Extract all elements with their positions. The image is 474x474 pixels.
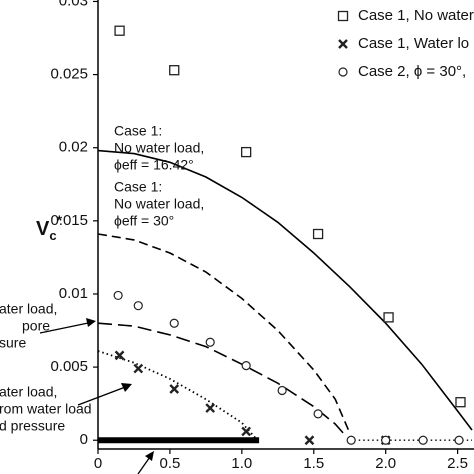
- legend-label: Case 1, No water: [358, 7, 474, 24]
- annotation: ater load,: [0, 384, 57, 400]
- arrowhead: [121, 383, 132, 392]
- marker-cross: [205, 403, 216, 413]
- annotation: ater load,: [0, 301, 57, 317]
- marker-square: [455, 397, 466, 408]
- curve: [97, 350, 257, 440]
- marker-circle: [133, 301, 143, 311]
- marker-cross: [241, 426, 252, 437]
- marker-circle: [313, 409, 323, 419]
- x-tick-label: 0.5: [159, 455, 180, 472]
- marker-circle: [338, 67, 348, 77]
- arrow: [77, 385, 129, 406]
- annotation: sure: [0, 335, 26, 351]
- marker-cross: [133, 363, 144, 374]
- marker-circle: [381, 435, 391, 445]
- marker-square: [241, 146, 252, 158]
- curve: [97, 322, 348, 438]
- marker-circle: [277, 385, 287, 396]
- y-label-main: V: [36, 218, 50, 240]
- annotation: pore: [22, 318, 50, 334]
- marker-circle: [205, 337, 215, 347]
- y-tick-label: 0.005: [50, 358, 88, 375]
- x-tick-label: 1.0: [231, 455, 252, 472]
- y-axis-label: Vc*: [36, 212, 63, 244]
- annotation: Case 1:: [114, 123, 162, 139]
- y-tick-label: 0: [80, 431, 88, 448]
- y-label-sup: *: [57, 212, 63, 228]
- marker-circle: [169, 318, 179, 328]
- x-tick-label: 2.0: [375, 455, 396, 472]
- marker-circle: [454, 435, 464, 445]
- annotation: No water load,: [114, 196, 204, 212]
- marker-circle: [113, 290, 123, 301]
- marker-circle: [241, 361, 251, 371]
- marker-square: [312, 228, 324, 240]
- annotation: ϕeff = 16.42°: [114, 157, 194, 173]
- marker-square: [169, 65, 180, 76]
- legend-label: Case 1, Water lo: [358, 35, 469, 52]
- curve: [97, 149, 473, 431]
- y-tick-label: 0.02: [59, 139, 88, 156]
- x-tick-label: 2.5: [447, 455, 468, 472]
- marker-circle: [418, 435, 428, 445]
- x-tick-label: 0: [94, 455, 102, 472]
- y-tick-label: 0.03: [59, 0, 88, 9]
- marker-cross: [169, 384, 180, 394]
- curve: [97, 233, 351, 434]
- annotation: Case 1:: [114, 179, 162, 195]
- y-tick-label: 0.015: [50, 212, 88, 229]
- marker-square: [337, 10, 349, 22]
- arrow: [39, 321, 94, 334]
- annotation: No water load,: [114, 140, 204, 156]
- legend-label: Case 2, ϕ = 30°,: [358, 63, 466, 80]
- arrowhead: [145, 451, 154, 461]
- arrowhead: [86, 318, 96, 327]
- y-label-sub: c: [49, 228, 56, 243]
- x-tick-label: 1.5: [303, 455, 324, 472]
- marker-cross: [304, 435, 315, 446]
- marker-cross: [114, 350, 125, 361]
- marker-square: [383, 312, 394, 323]
- annotation: d pressure: [0, 418, 65, 434]
- marker-cross: [338, 39, 348, 49]
- annotation: ϕeff = 30°: [114, 213, 174, 229]
- marker-circle: [346, 435, 356, 445]
- marker-square: [114, 25, 125, 36]
- y-tick-label: 0.025: [50, 66, 88, 83]
- annotation: rom water load: [0, 401, 92, 417]
- y-tick-label: 0.01: [59, 285, 88, 302]
